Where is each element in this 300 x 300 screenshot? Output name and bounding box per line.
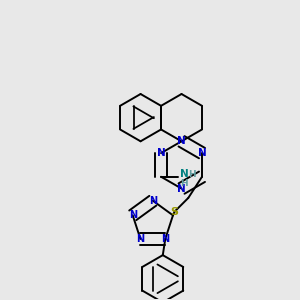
Text: N: N (129, 210, 137, 220)
Text: N: N (198, 148, 206, 158)
Text: N: N (161, 234, 169, 244)
Text: N: N (157, 148, 165, 158)
Text: N: N (149, 196, 157, 206)
Text: N: N (136, 234, 145, 244)
Text: N: N (177, 184, 186, 194)
Text: H: H (180, 179, 188, 188)
Text: H: H (188, 169, 196, 178)
Text: N: N (177, 136, 186, 146)
Text: N: N (180, 169, 189, 179)
Text: S: S (171, 207, 178, 217)
